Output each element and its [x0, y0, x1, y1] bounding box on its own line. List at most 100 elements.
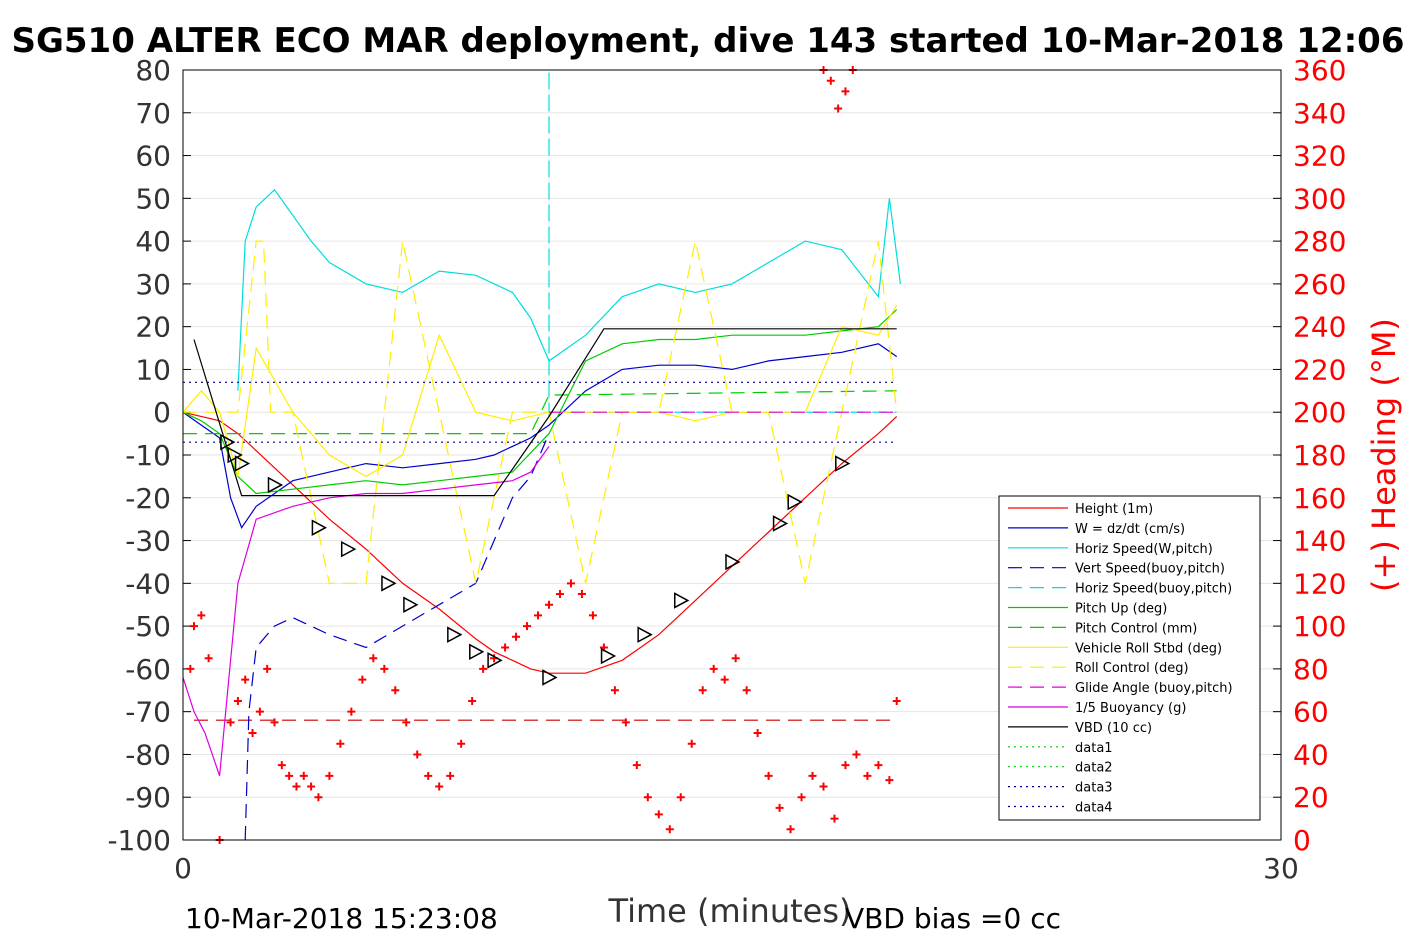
right-tick-label: 60 [1293, 696, 1329, 729]
heading-point [523, 622, 532, 631]
heading-point [336, 739, 345, 748]
depth-triangle-marker [220, 433, 236, 451]
heading-point [764, 771, 773, 780]
heading-point [380, 664, 389, 673]
right-tick-label: 180 [1293, 439, 1346, 472]
heading-point [255, 707, 264, 716]
left-axis-ticks: 80 70 60 50 40 30 20 10 0 -10 -20 -30 -40 -50 -60 -70 -8… [107, 54, 191, 857]
legend-entry-label: Glide Angle (buoy,pitch) [1075, 681, 1233, 696]
heading-point [874, 761, 883, 770]
heading-point [566, 579, 575, 588]
heading-point [285, 771, 294, 780]
right-tick-label: 160 [1293, 482, 1346, 515]
depth-triangle-marker [600, 647, 617, 665]
heading-point [468, 696, 477, 705]
right-tick-label: 300 [1293, 182, 1346, 215]
heading-point [277, 761, 286, 770]
right-tick-label: 220 [1293, 353, 1346, 386]
legend-entry-label: Pitch Up (deg) [1075, 602, 1167, 617]
depth-triangle-marker [542, 669, 558, 686]
heading-point [270, 718, 279, 727]
legend-entry-label: Vehicle Roll Stbd (deg) [1075, 641, 1222, 656]
depth-triangle-marker [234, 455, 251, 472]
heading-point [435, 782, 444, 791]
legend-entry-label: W = dz/dt (cm/s) [1075, 522, 1185, 537]
left-tick-label: -10 [125, 439, 171, 472]
heading-point [775, 803, 784, 812]
depth-triangle-marker [835, 455, 851, 472]
left-tick-label: 10 [135, 353, 171, 386]
depth-triangle-marker [787, 493, 803, 511]
left-tick-label: -40 [125, 567, 171, 600]
right-tick-label: 260 [1293, 268, 1346, 301]
heading-point [892, 696, 901, 705]
heading-point [226, 718, 235, 727]
heading-point [731, 654, 740, 663]
series-line-2 [237, 188, 901, 391]
right-tick-label: 320 [1293, 140, 1346, 173]
heading-point [588, 611, 597, 620]
heading-point [358, 675, 367, 684]
left-tick-label: 70 [135, 97, 171, 130]
series-line-10 [182, 446, 550, 776]
footer-timestamp: 10-Mar-2018 15:23:08 [185, 902, 498, 935]
depth-triangle-marker [637, 626, 653, 643]
series-line-0 [182, 411, 898, 674]
chart-title: SG510 ALTER ECO MAR deployment, dive 143… [11, 21, 1404, 61]
heading-point [501, 643, 510, 652]
heading-point [347, 707, 356, 716]
right-tick-label: 360 [1293, 54, 1346, 87]
series-line-5 [182, 309, 898, 495]
left-tick-label: -20 [125, 482, 171, 515]
heading-point [632, 761, 641, 770]
depth-triangle-marker [447, 626, 463, 643]
heading-point [545, 600, 553, 609]
heading-point [197, 611, 206, 620]
x-axis-label: Time (minutes) [608, 892, 852, 930]
plot-frame [182, 69, 1282, 841]
x-axis-ticks: 0 30 [174, 852, 1299, 885]
legend-entry-label: data3 [1075, 781, 1113, 796]
heading-point [512, 632, 521, 641]
x-tick-label: 30 [1263, 852, 1299, 885]
left-tick-label: -60 [125, 653, 171, 686]
right-tick-label: 0 [1293, 824, 1311, 857]
heading-point [698, 686, 707, 695]
right-tick-label: 80 [1293, 653, 1329, 686]
series-line-8 [183, 240, 898, 584]
left-tick-label: 40 [135, 225, 171, 258]
heading-point [292, 782, 301, 791]
left-tick-label: -70 [125, 696, 171, 729]
depth-triangle-marker [469, 643, 485, 661]
markers-layer [186, 66, 901, 844]
right-axis-label: (+) Heading (°M) [1365, 318, 1403, 592]
heading-point [687, 739, 696, 748]
left-tick-label: 50 [135, 182, 171, 215]
heading-point [830, 814, 839, 823]
heading-point [826, 76, 835, 85]
left-tick-label: 80 [135, 54, 171, 87]
heading-point [577, 590, 586, 599]
x-tick-label: 0 [174, 852, 192, 885]
legend-entry-label: VBD (10 cc) [1075, 721, 1152, 736]
heading-point [413, 750, 422, 759]
series-line-1 [182, 343, 898, 530]
heading-point [797, 793, 806, 802]
left-tick-label: -100 [107, 824, 171, 857]
heading-point [204, 654, 213, 663]
heading-point [786, 825, 795, 834]
heading-point [479, 664, 488, 673]
heading-point [709, 664, 718, 673]
heading-point [186, 664, 195, 673]
left-tick-label: -30 [125, 525, 171, 558]
legend-entry-label: Horiz Speed(buoy,pitch) [1075, 582, 1232, 597]
right-tick-label: 240 [1293, 311, 1346, 344]
depth-triangle-marker [403, 596, 419, 613]
right-tick-label: 280 [1293, 225, 1346, 258]
heading-point [834, 104, 843, 113]
legend-entry-label: data1 [1075, 741, 1113, 756]
heading-point [299, 771, 308, 780]
right-tick-label: 120 [1293, 567, 1346, 600]
depth-triangle-marker [267, 476, 284, 494]
